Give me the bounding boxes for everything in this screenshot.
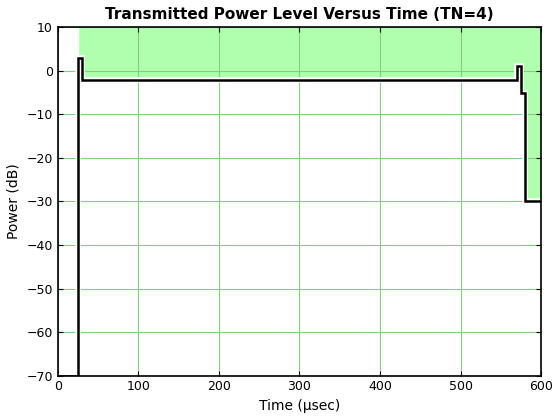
Y-axis label: Power (dB): Power (dB)	[7, 163, 21, 239]
Title: Transmitted Power Level Versus Time (TN=4): Transmitted Power Level Versus Time (TN=…	[105, 7, 494, 22]
X-axis label: Time (μsec): Time (μsec)	[259, 399, 340, 413]
Polygon shape	[58, 27, 541, 375]
